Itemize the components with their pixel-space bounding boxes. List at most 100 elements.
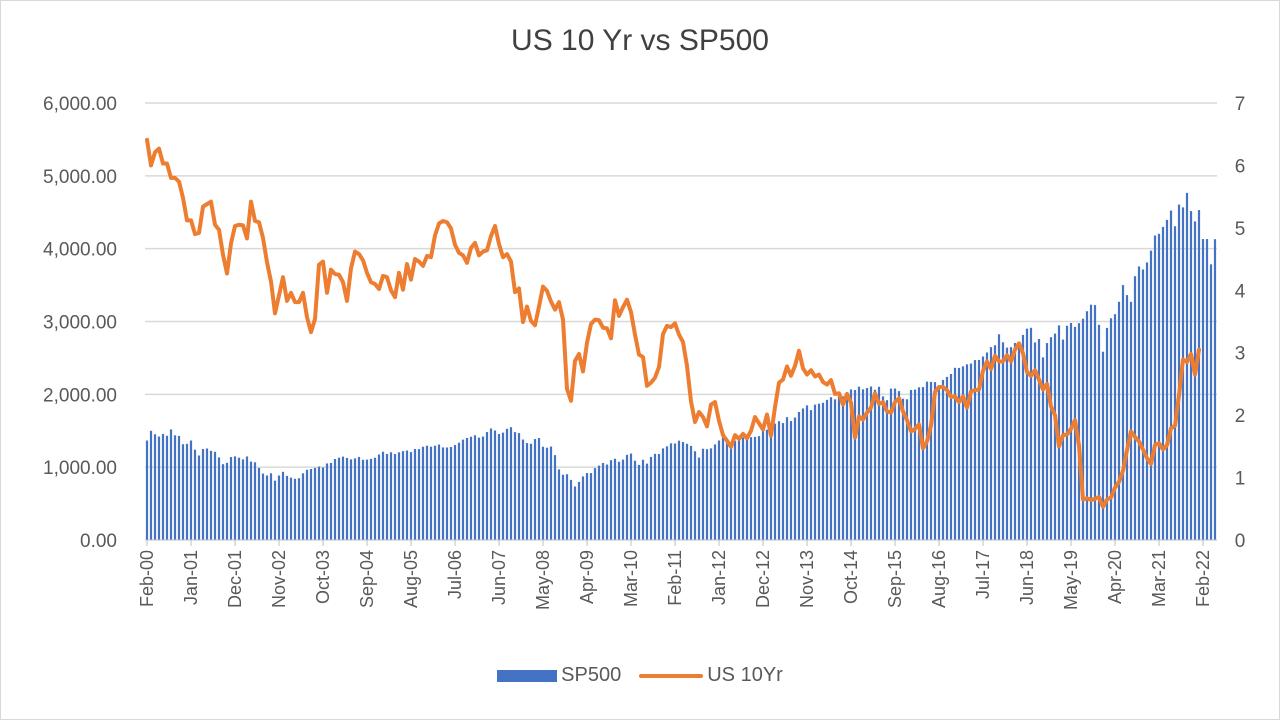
sp500-bar [941,379,945,540]
left-tick-label: 0.00 [80,531,117,552]
sp500-bar [309,468,313,540]
sp500-bar [461,439,465,540]
sp500-bar [633,460,637,540]
sp500-bar [905,399,909,540]
sp500-bar [421,446,425,540]
sp500-bar [333,459,337,540]
sp500-bar [981,356,985,540]
sp500-bar [649,456,653,540]
us10yr-line-group [145,137,1201,509]
sp500-bar [973,360,977,540]
chart-title: US 10 Yr vs SP500 [511,24,769,57]
sp500-bar [1201,239,1205,540]
sp500-bar [1161,226,1165,540]
sp500-bar [493,430,497,540]
left-tick-label: 5,000.00 [43,167,117,188]
sp500-bar [233,456,237,540]
sp500-bar [861,389,865,540]
sp500-bar [713,444,717,540]
x-tick-label: May-08 [533,550,553,610]
sp500-bar [685,443,689,540]
sp500-bar [245,456,249,540]
sp500-bar [261,473,265,540]
sp500-bar [709,448,713,540]
sp500-bar [1213,239,1217,540]
sp500-bar [777,421,781,540]
sp500-bar [365,459,369,540]
sp500-bar [689,445,693,540]
x-axis: Feb-00 Jan-01 Dec-01 Nov-02 Oct-03 Sep-04 Aug-… [137,539,1217,610]
sp500-bar [477,437,481,540]
sp500-bar [361,459,365,540]
sp500-bar [509,427,513,540]
x-tick-label: May-19 [1061,550,1081,610]
sp500-bar [909,389,913,540]
sp500-bar [745,435,749,540]
sp500-bar [1101,351,1105,540]
sp500-bar [417,449,421,540]
sp500-bar [1157,233,1161,541]
sp500-bar [1009,347,1013,540]
sp500-bar [897,391,901,540]
sp500-bar [269,473,273,540]
sp500-bar [677,440,681,540]
right-tick-label: 2 [1235,406,1246,427]
sp500-bar [265,475,269,540]
sp500-bar [1005,347,1009,540]
sp500-bar [305,469,309,540]
sp500-bar [857,386,861,540]
sp500-bar [293,478,297,540]
sp500-bar [145,440,149,540]
gridlines [145,102,1217,468]
sp500-bar [481,436,485,540]
x-tick-label: Dec-01 [225,550,245,608]
sp500-bar [789,421,793,540]
sp500-bar [949,374,953,540]
sp500-bar [221,464,225,540]
sp500-bar [441,447,445,540]
sp500-bar [581,476,585,540]
sp500-bar [425,445,429,540]
sp500-bar [989,347,993,540]
sp500-bar [957,367,961,540]
sp500-bar [561,474,565,540]
sp500-bar [809,410,813,540]
sp500-bar [205,448,209,540]
x-tick-label: Aug-05 [401,550,421,608]
sp500-bar [993,345,997,540]
sp500-bar [521,439,525,540]
legend-item-sp500[interactable]: SP500 [497,664,621,687]
sp500-bar [761,430,765,540]
sp500-bar [769,425,773,540]
sp500-bar [693,451,697,540]
sp500-bar [381,451,385,540]
sp500-bar [313,467,317,540]
sp500-bar [1169,210,1173,540]
sp500-bar [545,447,549,540]
sp500-bar [253,462,257,540]
sp500-bar [749,437,753,540]
sp500-bar [437,444,441,540]
sp500-bar [153,434,157,540]
sp500-bar [865,388,869,540]
sp500-bar [785,417,789,540]
sp500-bar [1021,334,1025,540]
sp500-bar [793,417,797,540]
x-tick-label: Apr-09 [577,550,597,604]
sp500-bar [189,440,193,540]
sp500-bar [1017,342,1021,540]
legend-swatch-us10yr [639,673,704,678]
sp500-bar [837,394,841,540]
sp500-bar [657,453,661,540]
sp500-bar [557,469,561,540]
sp500-bar [1013,342,1017,540]
sp500-bar [1025,328,1029,540]
sp500-bar [937,385,941,540]
sp500-bar [917,387,921,540]
legend-item-us10yr[interactable]: US 10Yr [639,664,783,687]
left-tick-label: 4,000.00 [43,240,117,261]
sp500-bar [369,458,373,540]
sp500-bar [1117,301,1121,540]
sp500-bar [1153,235,1157,540]
